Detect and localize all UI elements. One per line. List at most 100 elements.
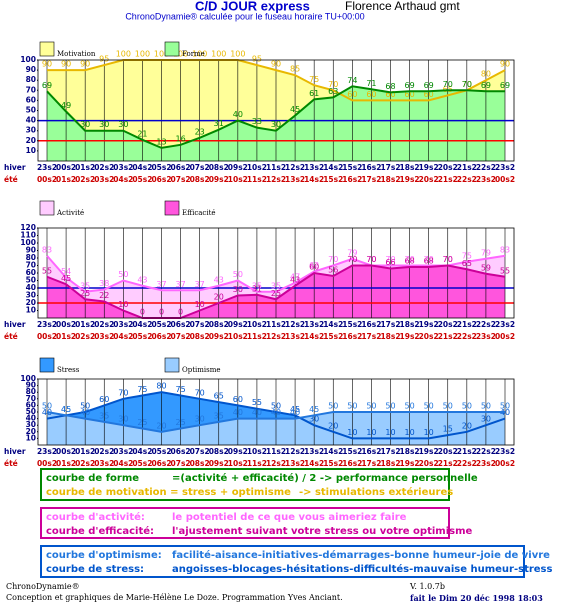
value-label: 70 — [443, 80, 453, 89]
note-text: =(activité + efficacité) / 2 -> performa… — [172, 473, 478, 484]
y-tick-label: 50 — [26, 106, 36, 115]
x-tick-label: 12s2 — [285, 447, 305, 456]
value-label: 45 — [290, 405, 300, 414]
value-label: 50 — [385, 402, 395, 411]
legend-label: Optimisme — [182, 366, 221, 374]
series-line — [46, 254, 506, 293]
y-tick-label: 80 — [26, 387, 36, 396]
x-tick-label: 18s2 — [400, 163, 420, 172]
x-tick-label: 00s2 — [495, 175, 515, 184]
value-label: 35 — [252, 281, 262, 290]
value-label: 100 — [135, 50, 150, 59]
x-tick-label: 17s2 — [361, 459, 381, 468]
value-label: 20 — [214, 293, 224, 302]
footer-credits: Conception et graphiques de Marie-Hélène… — [6, 593, 343, 602]
value-label: 70 — [195, 388, 205, 397]
person-name: Florence Arthaud gmt — [345, 0, 460, 13]
x-tick-label: 18s2 — [380, 175, 400, 184]
value-label: 100 — [211, 50, 226, 59]
value-label: 55 — [500, 266, 510, 275]
y-tick-label: 100 — [20, 55, 36, 64]
x-tick-label: 16s2 — [342, 332, 362, 341]
value-label: 20 — [156, 421, 166, 430]
x-tick-label: 10s2 — [228, 332, 248, 341]
x-tick-label: 03s2 — [113, 447, 133, 456]
value-label: 10 — [347, 428, 357, 437]
legend-swatch — [164, 41, 180, 57]
x-tick-label: 05s2 — [151, 163, 171, 172]
value-label: 45 — [61, 405, 71, 414]
value-label: 83 — [500, 245, 510, 254]
x-tick-label: 11s2 — [266, 163, 286, 172]
row-label: été — [4, 332, 18, 341]
x-tick-label: 19s2 — [419, 447, 439, 456]
value-label: 45 — [290, 105, 300, 114]
x-tick-label: 00s2 — [56, 163, 76, 172]
x-tick-label: 15s2 — [342, 447, 362, 456]
x-tick-label: 18s2 — [400, 320, 420, 329]
y-tick-label: 80 — [26, 75, 36, 84]
value-label: 50 — [328, 402, 338, 411]
value-label: 50 — [462, 402, 472, 411]
value-label: 74 — [347, 76, 357, 85]
value-label: 62 — [309, 261, 319, 270]
legend-swatch — [164, 200, 180, 216]
value-label: 25 — [175, 418, 185, 427]
legend-label: Stress — [57, 366, 80, 374]
value-label: 38 — [99, 279, 109, 288]
x-tick-label: 01s2 — [56, 332, 76, 341]
y-tick-label: 20 — [26, 136, 36, 145]
value-label: 70 — [404, 255, 414, 264]
footer-brand: ChronoDynamie® — [6, 582, 80, 591]
x-tick-label: 19s2 — [419, 163, 439, 172]
value-label: 30 — [271, 120, 281, 129]
x-tick-label: 03s2 — [94, 459, 114, 468]
x-tick-label: 17s2 — [361, 175, 381, 184]
note-text: facilité-aisance-initiatives-démarrages-… — [172, 550, 550, 561]
value-label: 50 — [443, 402, 453, 411]
value-label: 10 — [195, 300, 205, 309]
x-tick-label: 22s2 — [476, 320, 496, 329]
value-label: 70 — [462, 80, 472, 89]
x-tick-label: 20s2 — [438, 320, 458, 329]
note-label: courbe d'efficacité: — [46, 526, 155, 537]
x-tick-label: 09s2 — [209, 459, 229, 468]
x-tick-label: 02s2 — [75, 175, 95, 184]
x-tick-label: 15s2 — [342, 320, 362, 329]
x-tick-label: 17s2 — [361, 332, 381, 341]
value-label: 50 — [481, 402, 491, 411]
x-tick-label: 07s2 — [171, 459, 191, 468]
value-label: 70 — [443, 255, 453, 264]
series-line — [46, 264, 506, 319]
value-label: 10 — [385, 428, 395, 437]
x-tick-label: 01s2 — [75, 320, 95, 329]
x-tick-label: 19s2 — [400, 175, 420, 184]
y-tick-label: 70 — [26, 394, 36, 403]
value-label: 47 — [290, 272, 300, 281]
x-tick-label: 20s2 — [419, 332, 439, 341]
x-tick-label: 18s2 — [400, 447, 420, 456]
y-tick-label: 10 — [26, 146, 36, 155]
x-tick-label: 07s2 — [190, 320, 210, 329]
value-label: 0 — [140, 308, 145, 317]
x-tick-label: 04s2 — [113, 175, 133, 184]
value-label: 60 — [404, 90, 414, 99]
y-tick-label: 40 — [26, 414, 36, 423]
x-tick-label: 16s2 — [361, 320, 381, 329]
value-label: 69 — [42, 81, 52, 90]
note-label: courbe d'optimisme: — [46, 550, 162, 561]
x-tick-label: 11s2 — [247, 332, 267, 341]
value-label: 70 — [366, 255, 376, 264]
value-label: 55 — [252, 398, 262, 407]
value-label: 35 — [99, 411, 109, 420]
y-tick-label: 90 — [26, 246, 36, 255]
x-tick-label: 12s2 — [285, 320, 305, 329]
x-tick-label: 14s2 — [304, 332, 324, 341]
value-label: 90 — [80, 60, 90, 69]
x-tick-label: 10s2 — [228, 175, 248, 184]
value-label: 68 — [385, 82, 395, 91]
note-box: courbe de forme =(activité + efficacité) … — [40, 468, 478, 501]
value-label: 56 — [328, 266, 338, 275]
x-tick-label: 20s2 — [438, 163, 458, 172]
x-tick-label: 01s2 — [56, 459, 76, 468]
